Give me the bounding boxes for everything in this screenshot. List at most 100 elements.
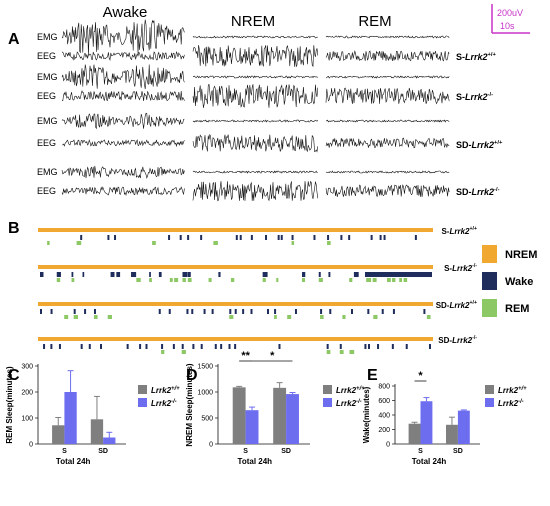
panel-a-letter: A: [8, 31, 20, 48]
trace-waveform: [61, 90, 185, 102]
hypnogram-wake-mark: [339, 344, 342, 349]
hypnogram-rem-mark: [181, 350, 186, 354]
condition-awake: Awake: [103, 4, 148, 21]
hypnogram-wake-mark: [405, 344, 408, 349]
trace-signal-label: EMG: [37, 167, 58, 177]
hypnogram-wake-mark: [340, 235, 343, 240]
scale-bar: 200uV 10s: [491, 4, 530, 34]
hypnogram-rem-mark: [107, 315, 112, 319]
hypnogram-wake-mark: [93, 309, 96, 314]
hypnogram-rem-mark: [392, 278, 396, 282]
hypnogram-wake-mark: [40, 272, 44, 277]
hypnogram-nrem-band: [38, 337, 433, 341]
hypnogram-rem-mark: [318, 278, 323, 282]
hypnogram-wake-mark: [145, 344, 148, 349]
bar: [52, 425, 65, 444]
x-tick-label: S: [418, 448, 423, 455]
trace-waveform: [61, 51, 185, 61]
hypnogram-wake-mark: [377, 344, 380, 349]
hypnogram-wake-mark: [200, 344, 203, 349]
hypnogram-wake-mark: [368, 344, 371, 349]
hypnogram-wake-mark: [294, 309, 297, 314]
hypnogram-wake-mark: [327, 235, 330, 240]
trace-waveform: [325, 50, 450, 62]
legend-label: REM: [505, 303, 529, 315]
hypnogram-wake-mark: [414, 235, 417, 240]
trace-waveform: [192, 119, 319, 123]
hypnogram-wake-mark: [211, 309, 214, 314]
bar: [232, 387, 246, 444]
hypnogram-nrem-band: [38, 228, 433, 232]
legend-label: Lrrk2+/+: [151, 386, 180, 395]
hypnogram-wake-mark: [107, 235, 110, 240]
hypnogram-rem-mark: [152, 241, 156, 245]
hypnogram-wake-mark: [329, 309, 332, 314]
hypnogram-wake-mark: [266, 309, 269, 314]
trace-waveform: [192, 45, 319, 68]
hypnogram-rem-mark: [387, 278, 391, 282]
hypnogram-wake-mark: [203, 309, 206, 314]
legend-swatch: [138, 398, 147, 407]
hypnogram-rem-mark: [76, 241, 82, 245]
significance-label: *: [270, 350, 275, 362]
hypnogram-wake-mark: [278, 344, 281, 349]
trace-waveform: [325, 119, 450, 123]
chart-c: C 0 100 200 300 REM Sleep(minutes) S SD Total 24…: [5, 364, 180, 467]
trace-signal-label: EEG: [37, 51, 56, 61]
hypnogram-wake-mark: [80, 235, 83, 240]
significance-label: *: [418, 370, 423, 382]
y-tick-label: 500: [201, 416, 213, 423]
hypnogram-rem-mark: [326, 350, 331, 354]
bar: [273, 387, 287, 444]
bar: [103, 437, 116, 444]
hypnogram-wake-mark: [364, 344, 367, 349]
bar: [90, 419, 104, 444]
hypnogram-wake-mark: [229, 309, 232, 314]
trace-waveform: [61, 139, 185, 148]
trace-waveform: [325, 35, 450, 39]
hypnogram-wake-mark: [71, 272, 74, 277]
y-tick-label: 800: [378, 384, 390, 391]
hypnogram-wake-mark: [262, 272, 268, 277]
trace-waveform: [61, 19, 185, 55]
hypnogram-wake-mark: [172, 344, 175, 349]
x-axis-title: Total 24h: [238, 457, 273, 466]
bar: [286, 394, 299, 444]
scale-time-label: 10s: [500, 21, 515, 31]
hypnogram-wake-mark: [187, 235, 190, 240]
trace-signal-label: EEG: [37, 186, 56, 196]
hypnogram-group-label: SD-Lrrk2-/-: [438, 335, 477, 345]
hypnogram-rem-mark: [287, 315, 292, 319]
legend-label: NREM: [505, 249, 537, 261]
hypnogram-wake-mark: [428, 344, 431, 349]
trace-waveform: [61, 165, 185, 179]
hypnogram-rem-mark: [161, 350, 165, 354]
hypnogram-wake-mark: [239, 235, 242, 240]
hypnogram-wake-mark: [391, 344, 394, 349]
hypnogram-wake-mark: [149, 272, 151, 277]
hypnogram-rem-mark: [169, 278, 173, 282]
hypnograms: S-Lrrk2+/+ S-Lrrk2-/- SD-Lrrk2+/+ SD-Lrrk2-…: [38, 226, 477, 354]
eeg-emg-traces: [61, 19, 450, 202]
trace-waveform: [325, 75, 450, 79]
hypnogram-rem-mark: [56, 278, 61, 282]
legend-swatch: [323, 385, 332, 394]
hypnogram-wake-mark: [265, 235, 268, 240]
hypnogram-rem-mark: [320, 315, 324, 319]
trace-waveform: [325, 170, 450, 174]
trace-signal-label: EMG: [37, 72, 58, 82]
x-axis-title: Total 24h: [56, 457, 91, 466]
hypnogram-nrem-band: [38, 265, 433, 269]
trace-group-label: S-Lrrk2+/+: [456, 52, 497, 62]
hypnogram-wake-mark: [50, 344, 53, 349]
hypnogram-group-label: S-Lrrk2-/-: [444, 263, 477, 273]
trace-group-label: S-Lrrk2-/-: [456, 92, 493, 102]
trace-waveform: [192, 170, 318, 174]
y-tick-label: 0: [386, 442, 390, 449]
hypnogram-wake-mark: [73, 309, 76, 314]
hypnogram-rem-mark: [399, 278, 403, 282]
hypnogram-rem-mark: [213, 241, 218, 245]
x-tick-label: S: [243, 448, 248, 455]
